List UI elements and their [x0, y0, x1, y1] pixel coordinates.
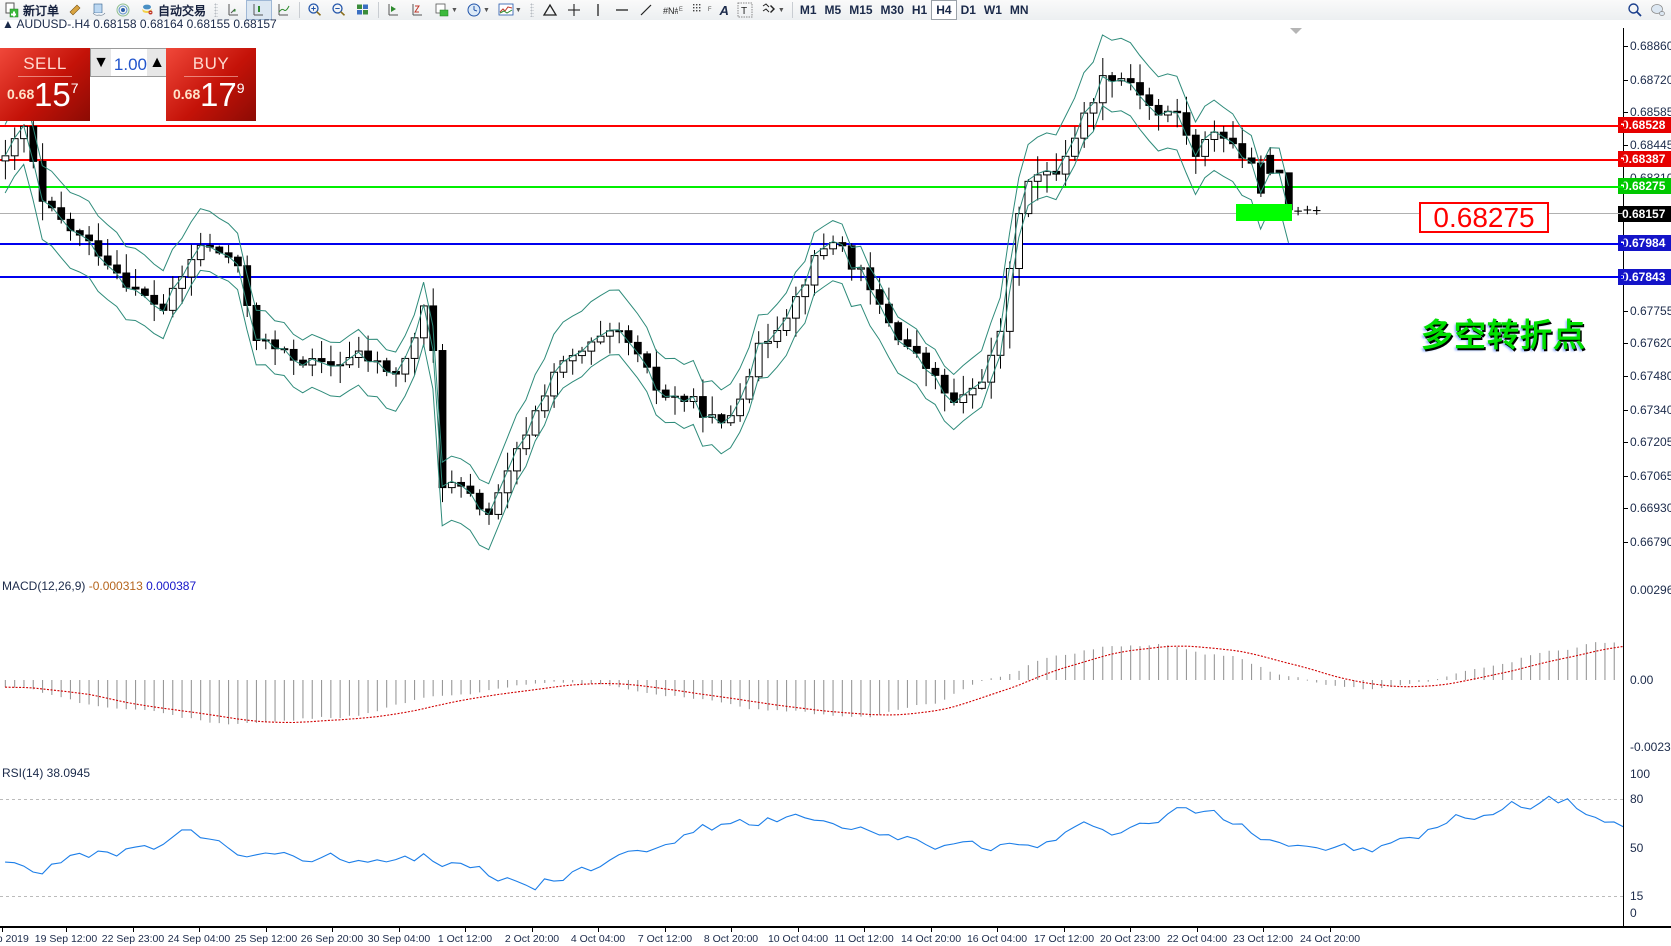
svg-text:T: T [741, 6, 747, 17]
svg-text:#N#: #N# [663, 6, 678, 16]
